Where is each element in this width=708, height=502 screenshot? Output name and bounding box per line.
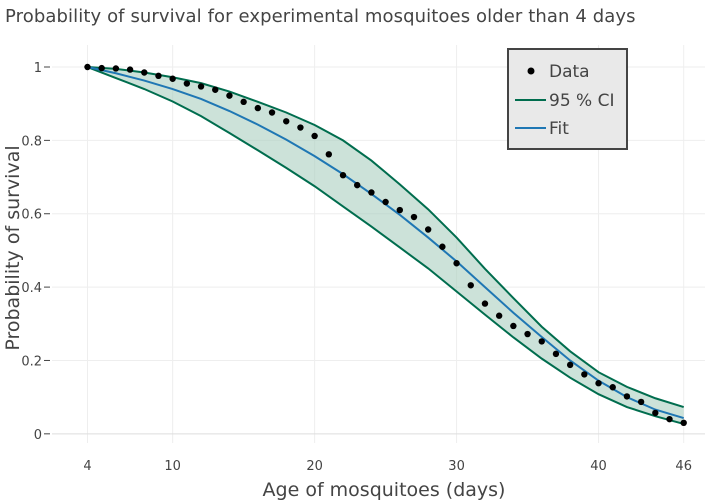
data-point	[552, 350, 560, 358]
chart-title: Probability of survival for experimental…	[5, 6, 636, 27]
y-tick-label: 0.6	[21, 208, 42, 223]
data-point	[666, 415, 673, 423]
legend-data-marker	[527, 67, 535, 75]
data-point	[652, 409, 659, 417]
data-points	[84, 63, 687, 427]
data-point	[112, 65, 120, 72]
x-tick-label: 30	[448, 459, 465, 474]
data-point	[467, 282, 474, 289]
y-tick-label: 1	[34, 61, 42, 76]
data-point	[212, 86, 219, 93]
data-point	[396, 206, 403, 214]
data-point	[311, 132, 318, 140]
data-point	[439, 243, 446, 250]
y-tick-label: 0.2	[21, 354, 42, 369]
data-point	[240, 98, 247, 106]
data-point	[283, 118, 290, 125]
data-point	[637, 398, 645, 406]
x-tick-label: 20	[306, 459, 323, 474]
x-tick-label: 46	[675, 459, 692, 474]
data-point	[453, 260, 460, 267]
x-tick-label: 40	[590, 459, 607, 474]
data-point	[226, 92, 233, 99]
ci-band-fill	[87, 67, 684, 424]
y-tick-label: 0	[34, 428, 42, 443]
data-point	[538, 338, 545, 345]
data-point	[680, 419, 687, 427]
data-point	[339, 172, 347, 179]
data-point	[297, 124, 304, 131]
data-point	[268, 109, 276, 116]
data-point	[141, 69, 148, 76]
y-axis-title: Probability of survival	[2, 145, 24, 350]
data-point	[495, 312, 503, 319]
data-point	[609, 384, 616, 391]
data-point	[84, 63, 91, 71]
x-tick-label: 4	[83, 459, 91, 474]
data-point	[354, 181, 361, 189]
data-point	[524, 330, 531, 338]
data-point	[368, 189, 375, 196]
x-axis-ticks: 4 10 20 30 40 46	[83, 459, 692, 474]
data-point	[325, 151, 333, 158]
ci-band	[87, 66, 685, 425]
data-point	[481, 300, 489, 307]
x-tick-label: 10	[164, 459, 181, 474]
ci-lower-line	[87, 66, 684, 425]
legend-label-data: Data	[549, 62, 590, 82]
data-point	[183, 80, 191, 87]
data-point	[126, 66, 134, 73]
data-point	[155, 72, 162, 80]
data-point	[254, 104, 262, 112]
data-point	[98, 64, 105, 72]
ci-upper-line	[87, 66, 685, 409]
data-point	[623, 393, 631, 400]
y-axis-ticks: 0 0.2 0.4 0.6 0.8 1	[21, 61, 50, 443]
data-point	[424, 226, 432, 233]
y-tick-label: 0.4	[21, 281, 42, 296]
data-point	[595, 380, 602, 387]
legend-label-fit: Fit	[549, 119, 569, 139]
data-point	[566, 361, 574, 369]
data-point	[581, 371, 588, 378]
y-tick-label: 0.8	[21, 134, 42, 149]
data-point	[382, 198, 389, 206]
data-point	[410, 213, 418, 221]
legend-label-ci: 95 % CI	[549, 91, 614, 111]
data-point	[510, 322, 517, 330]
data-point	[197, 83, 205, 90]
x-axis-title: Age of mosquitoes (days)	[263, 479, 506, 501]
legend: Data 95 % CI Fit	[507, 48, 628, 150]
data-point	[169, 75, 176, 82]
